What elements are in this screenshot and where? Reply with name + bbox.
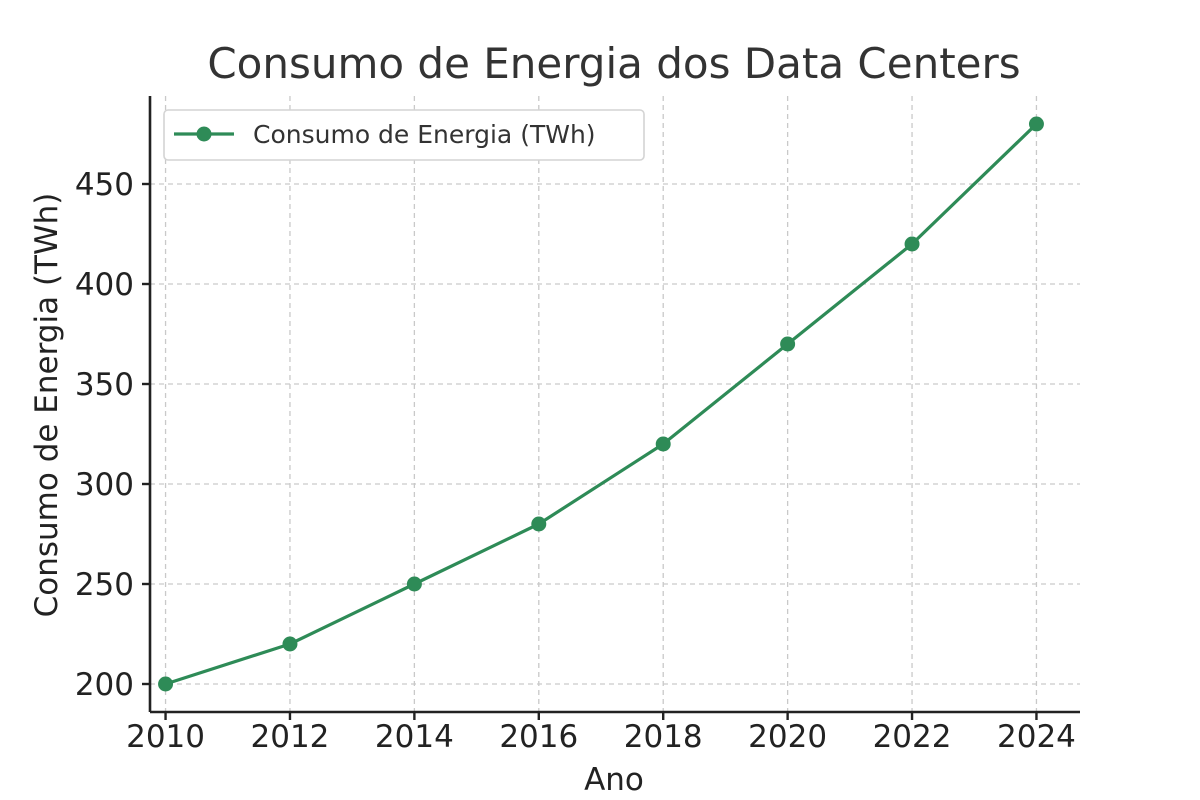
x-axis-label: Ano (584, 762, 644, 798)
y-tick-label-400: 400 (75, 267, 134, 303)
data-point-2010 (158, 676, 174, 692)
y-tick-label-250: 250 (75, 567, 134, 603)
legend: Consumo de Energia (TWh) (163, 109, 645, 161)
data-point-2014 (406, 576, 422, 592)
grid (150, 96, 1080, 712)
x-tick-label-2018: 2018 (624, 719, 703, 755)
series-line (163, 122, 1039, 686)
y-tick-label-450: 450 (75, 167, 134, 203)
data-point-2024 (1028, 116, 1044, 132)
x-tick-label-2020: 2020 (748, 719, 827, 755)
data-point-2012 (282, 636, 298, 652)
x-tick-label-2014: 2014 (375, 719, 454, 755)
data-point-2018 (655, 436, 671, 452)
y-tick-label-200: 200 (75, 667, 134, 703)
legend-box (163, 109, 645, 161)
data-point-2016 (531, 516, 547, 532)
axes (148, 96, 1080, 714)
x-tick-label-2012: 2012 (251, 719, 330, 755)
x-tick-label-2016: 2016 (499, 719, 578, 755)
legend-marker (196, 126, 212, 142)
x-tick-label-2024: 2024 (997, 719, 1076, 755)
chart-title: Consumo de Energia dos Data Centers (207, 39, 1020, 88)
data-point-2020 (780, 336, 796, 352)
ticks: 2010 2012 2014 2016 2018 2020 2022 2024 200 250 30… (75, 167, 1076, 755)
series (158, 116, 1044, 692)
y-tick-label-350: 350 (75, 367, 134, 403)
y-tick-label-300: 300 (75, 467, 134, 503)
x-tick-label-2010: 2010 (126, 719, 205, 755)
legend-label: Consumo de Energia (TWh) (253, 120, 596, 149)
x-tick-label-2022: 2022 (873, 719, 952, 755)
data-point-2022 (904, 236, 920, 252)
y-axis-label: Consumo de Energia (TWh) (29, 193, 65, 618)
